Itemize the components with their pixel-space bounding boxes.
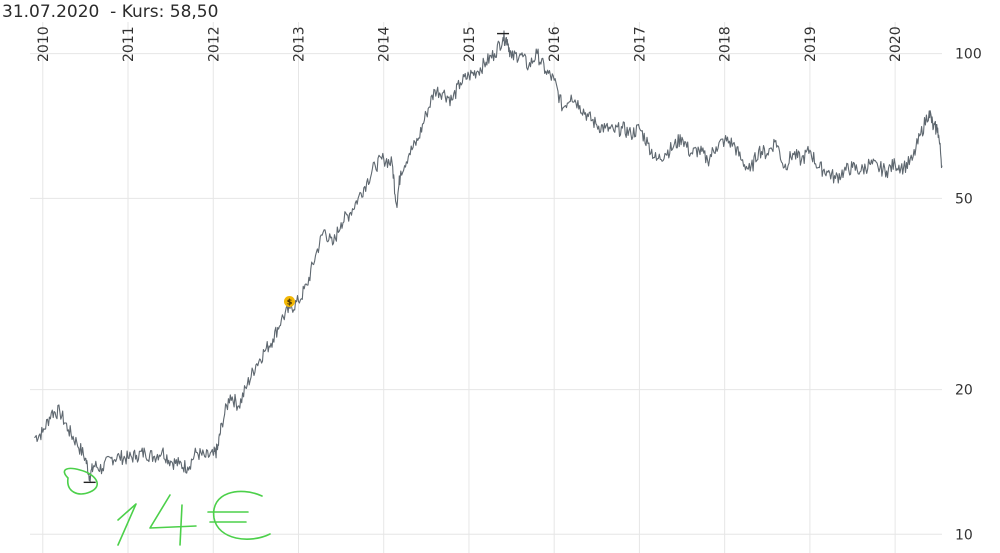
x-tick-label-2013: 2013 bbox=[291, 26, 307, 62]
y-tick-label-10: 10 bbox=[955, 527, 973, 543]
x-tick-label-2011: 2011 bbox=[121, 26, 137, 62]
x-tick-label-2020: 2020 bbox=[888, 26, 904, 62]
dividend-marker[interactable]: $ bbox=[283, 296, 295, 308]
header-kurs-label: - Kurs: bbox=[110, 2, 165, 22]
x-tick-label-2018: 2018 bbox=[718, 26, 734, 62]
header-date: 31.07.2020 bbox=[2, 2, 100, 22]
y-tick-label-50: 50 bbox=[955, 191, 973, 207]
x-tick-label-2015: 2015 bbox=[462, 26, 478, 62]
chart-header: 31.07.2020 - Kurs: 58,50 bbox=[2, 2, 218, 22]
y-tick-label-100: 100 bbox=[955, 47, 982, 63]
x-tick-label-2017: 2017 bbox=[632, 26, 648, 62]
handwritten-digit-1 bbox=[117, 503, 137, 546]
x-tick-label-2010: 2010 bbox=[36, 26, 52, 62]
vertical-gridlines bbox=[42, 22, 896, 553]
handwritten-digit-4 bbox=[149, 494, 197, 546]
handwritten-circle-mark bbox=[63, 467, 98, 495]
price-series-line bbox=[34, 30, 943, 483]
dollar-icon-background bbox=[283, 296, 295, 308]
extreme-markers bbox=[83, 32, 510, 484]
x-axis-year-labels: 2010 2011 2012 2013 2014 2015 2016 2017 2018 2019… bbox=[36, 26, 904, 62]
horizontal-gridlines bbox=[30, 53, 942, 535]
dollar-icon: $ bbox=[287, 298, 293, 307]
header-kurs-value: 58,50 bbox=[169, 2, 219, 22]
y-axis-tick-labels: 10 20 50 100 bbox=[955, 47, 982, 544]
handwritten-annotation-14-euro bbox=[63, 467, 271, 546]
x-tick-label-2014: 2014 bbox=[377, 26, 393, 62]
x-tick-label-2019: 2019 bbox=[803, 26, 819, 62]
x-tick-label-2012: 2012 bbox=[206, 26, 222, 62]
y-tick-label-20: 20 bbox=[955, 383, 973, 399]
handwritten-euro-sign bbox=[207, 490, 271, 540]
x-tick-label-2016: 2016 bbox=[547, 26, 563, 62]
